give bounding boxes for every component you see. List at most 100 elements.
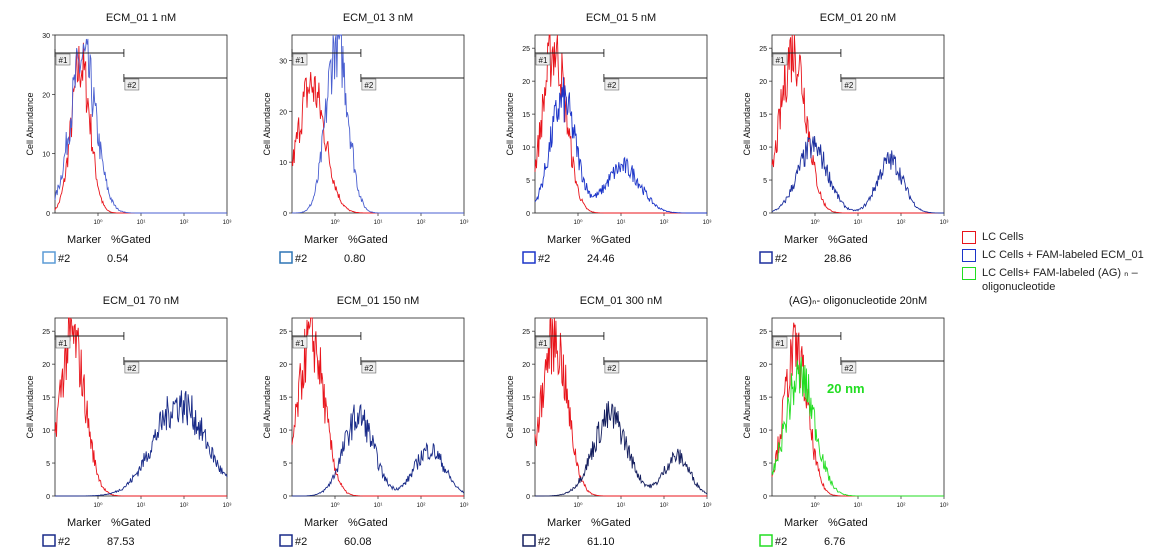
gate-marker-box: [604, 78, 620, 91]
y-axis-label: Cell Abundance: [742, 375, 752, 438]
panel-title: ECM_01 20 nM: [820, 12, 896, 24]
histogram-panel: ECM_01 1 nM Cell Abundance 0 10 20 30 10⁰ 10¹ 10…: [25, 12, 231, 265]
gated-value: 0.54: [107, 253, 128, 265]
y-tick-label: 20: [42, 92, 50, 99]
x-tick-label: 10⁰: [573, 219, 583, 226]
gated-color-box: [759, 251, 773, 264]
histogram-panel: ECM_01 150 nM Cell Abundance 0 5 10 15 20 25 10⁰…: [262, 295, 468, 548]
x-tick-label: 10³: [703, 503, 712, 509]
gate-marker-box: [361, 361, 377, 374]
y-tick-label: 10: [42, 152, 50, 159]
histogram-panel: ECM_01 5 nM Cell Abundance 0 5 10 15 20 25 10⁰ 10…: [505, 12, 711, 265]
gated-header-percent: %Gated: [828, 517, 868, 529]
gate-marker-label: #1: [776, 56, 785, 65]
gate-marker-box: [841, 361, 857, 374]
plot-frame: [291, 34, 465, 214]
gated-header-percent: %Gated: [591, 234, 631, 246]
y-tick-label: 25: [759, 329, 767, 336]
gated-header-percent: %Gated: [111, 234, 151, 246]
panel-title: ECM_01 1 nM: [106, 12, 176, 24]
histogram-series-line: [771, 322, 944, 497]
y-tick-label: 20: [279, 362, 287, 369]
gate-marker-box: [292, 336, 308, 349]
gated-header-percent: %Gated: [348, 517, 388, 529]
x-tick-label: 10²: [660, 503, 669, 509]
gate-marker-label: #2: [844, 364, 853, 373]
y-tick-label: 25: [42, 329, 50, 336]
y-axis-label: Cell Abundance: [742, 92, 752, 155]
gate-marker-label: #1: [59, 339, 68, 348]
x-tick-label: 10³: [940, 503, 949, 509]
y-tick-label: 5: [526, 178, 530, 185]
gated-header-marker: Marker: [67, 517, 102, 529]
histogram-series-line: [534, 34, 707, 214]
y-axis-label: Cell Abundance: [262, 92, 272, 155]
y-tick-label: 15: [42, 395, 50, 402]
legend-swatch-ecm01: [962, 249, 976, 262]
legend-item: LC Cells + FAM-labeled ECM_01: [962, 248, 1166, 266]
gated-header-marker: Marker: [304, 517, 339, 529]
x-tick-label: 10³: [223, 220, 232, 226]
histogram-series-line: [771, 34, 944, 214]
gate-marker-box: [292, 53, 308, 66]
gate-marker-label: #2: [607, 81, 616, 90]
gate-marker-label: #2: [844, 81, 853, 90]
y-tick-label: 0: [763, 494, 767, 501]
gated-header-marker: Marker: [304, 234, 339, 246]
y-axis-label: Cell Abundance: [25, 92, 35, 155]
x-tick-label: 10²: [180, 220, 189, 226]
gated-value: 87.53: [107, 536, 135, 548]
x-tick-label: 10¹: [137, 503, 146, 509]
gated-marker: #2: [58, 536, 70, 548]
y-tick-label: 10: [279, 428, 287, 435]
y-tick-label: 5: [763, 461, 767, 468]
gate-marker-box: [772, 53, 788, 66]
y-tick-label: 5: [46, 461, 50, 468]
histogram-series-line: [292, 34, 464, 214]
gate-marker-label: #1: [539, 339, 548, 348]
y-tick-label: 30: [279, 58, 287, 65]
gated-header-marker: Marker: [547, 517, 582, 529]
gated-header-percent: %Gated: [111, 517, 151, 529]
y-tick-label: 20: [759, 362, 767, 369]
gated-marker: #2: [775, 536, 787, 548]
plot-frame: [534, 34, 708, 214]
x-tick-label: 10¹: [854, 220, 863, 226]
histogram-series-line: [54, 317, 227, 497]
y-tick-label: 0: [283, 211, 287, 218]
histogram-series-line: [771, 356, 944, 497]
histogram-series-line: [55, 390, 228, 497]
y-tick-label: 5: [763, 178, 767, 185]
panel-title: ECM_01 3 nM: [343, 12, 413, 24]
gated-header-percent: %Gated: [591, 517, 631, 529]
x-tick-label: 10²: [417, 220, 426, 226]
y-tick-label: 10: [42, 428, 50, 435]
legend-label: LC Cells: [982, 231, 1024, 243]
gate-marker-label: #2: [127, 81, 136, 90]
gated-color-box: [279, 534, 293, 547]
y-tick-label: 30: [42, 33, 50, 40]
x-tick-label: 10³: [223, 503, 232, 509]
gated-marker: #2: [538, 536, 550, 548]
histogram-series-line: [535, 401, 708, 497]
y-tick-label: 15: [522, 395, 530, 402]
legend-swatch-ag-oligo: [962, 267, 976, 280]
panel-title: ECM_01 5 nM: [586, 12, 656, 24]
x-tick-label: 10⁰: [810, 219, 820, 226]
y-axis-label: Cell Abundance: [25, 375, 35, 438]
y-tick-label: 20: [522, 362, 530, 369]
panel-annotation: 20 nm: [827, 381, 865, 396]
gated-header-percent: %Gated: [828, 234, 868, 246]
gated-value: 24.46: [587, 253, 615, 265]
x-tick-label: 10¹: [374, 503, 383, 509]
y-tick-label: 15: [279, 395, 287, 402]
gate-marker-label: #2: [364, 81, 373, 90]
gate-marker-label: #2: [127, 364, 136, 373]
gate-marker-box: [124, 78, 140, 91]
panel-title: ECM_01 150 nM: [337, 295, 420, 307]
gated-color-box: [522, 251, 536, 264]
legend-item: LC Cells+ FAM-labeled (AG) ₙ – oligonucl…: [962, 266, 1166, 296]
y-tick-label: 10: [522, 428, 530, 435]
histogram-series-line: [291, 317, 464, 497]
